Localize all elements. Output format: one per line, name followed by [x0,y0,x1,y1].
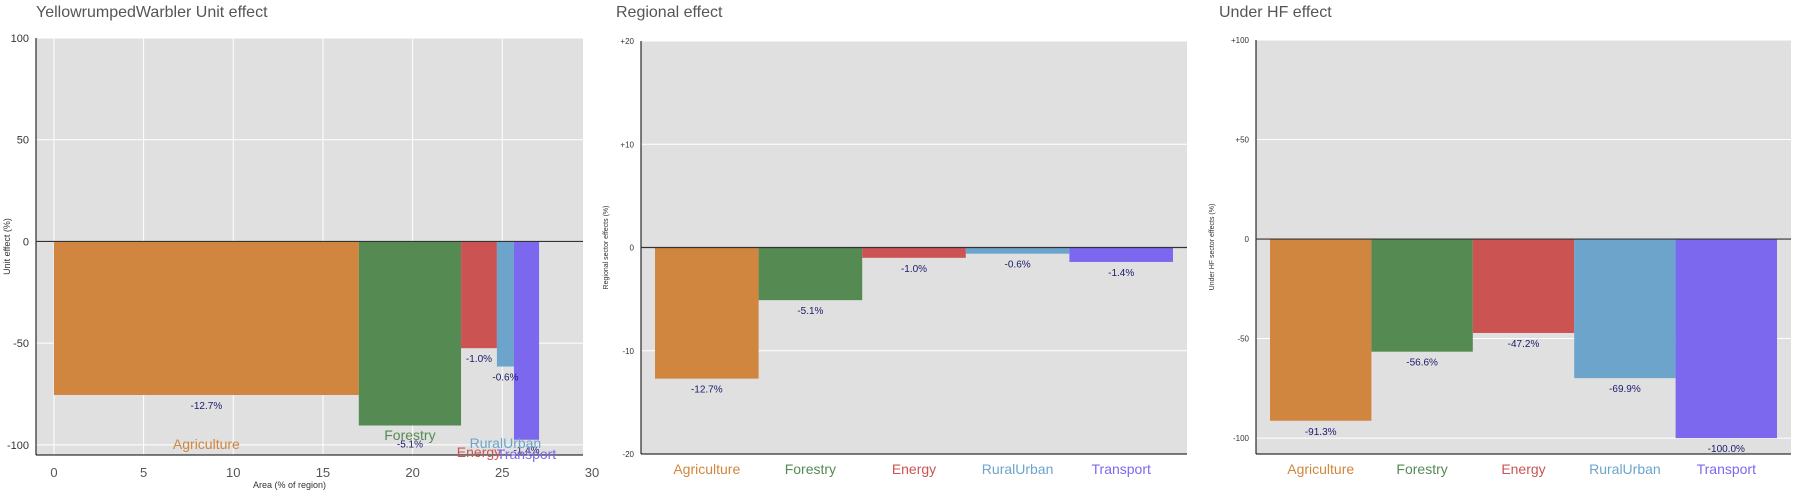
data-label: -47.2% [1508,339,1540,350]
category-label: Energy [1501,461,1545,477]
chart-title: YellowrumpedWarbler Unit effect [36,4,268,21]
x-tick-label: 20 [405,465,419,480]
y-tick-label: -100 [1233,434,1250,443]
y-tick-label: 0 [1245,235,1250,244]
y-tick-label: 50 [17,135,29,147]
data-label: -12.7% [691,385,723,396]
y-axis-title: Unit effect (%) [2,218,12,275]
category-label: RuralUrban [982,461,1054,477]
category-label: Energy [892,461,936,477]
data-label: -100.0% [1708,444,1745,455]
unit-effect-chart: 100 50 0 -50 -100 0 5 10 15 20 25 30 -12.7% -5.1% -1.0… [2,33,599,490]
bar [655,247,759,379]
y-tick-label: +20 [620,37,634,46]
bar [862,247,966,258]
data-label: -91.3% [1305,427,1337,438]
under-hf-effect-chart: +100 +50 0 -50 -100 -91.3% Agriculture -56.6% Fo… [1209,36,1791,477]
regional-effect-panel: Regional effect +20 +10 0 -10 -20 -12.7% Agric… [590,0,1190,500]
regional-effect-chart: +20 +10 0 -10 -20 -12.7% Agriculture -5.1% Fores… [603,37,1187,477]
x-tick-label: 25 [495,465,509,480]
bar [496,241,514,367]
data-label: -1.4% [513,446,539,457]
y-tick-label: -100 [7,440,29,452]
y-tick-label: -10 [622,347,634,356]
bar [1675,239,1777,439]
data-label: -0.6% [492,373,518,384]
category-label: Forestry [384,427,435,443]
data-label: -12.7% [191,401,223,412]
category-label: Forestry [1396,461,1447,477]
bar [358,241,462,426]
category-label: RuralUrban [1589,461,1661,477]
y-tick-label: -50 [1237,335,1249,344]
data-label: -1.0% [466,354,492,365]
x-tick-label: 30 [585,465,599,480]
x-tick-label: 10 [226,465,240,480]
data-label: -1.4% [1108,268,1134,279]
y-axis-title: Under HF sector effects (%) [1209,204,1216,291]
data-label: -0.6% [1005,260,1031,271]
bar [758,247,863,301]
bar [965,247,1070,254]
bar [1270,239,1372,421]
bar [1371,239,1473,352]
y-tick-label: 0 [630,244,635,253]
bar [461,241,497,349]
data-label: -5.1% [397,440,423,451]
y-tick-label: -20 [622,450,634,459]
y-tick-label: +50 [1235,136,1249,145]
data-label: -1.0% [901,264,927,275]
bar [1069,247,1173,262]
y-tick-label: +10 [620,140,634,149]
bar [53,241,359,395]
y-tick-label: +100 [1231,36,1250,45]
x-tick-label: 5 [140,465,147,480]
data-label: -56.6% [1406,358,1438,369]
category-label: Forestry [785,461,836,477]
category-label: Agriculture [673,461,740,477]
category-label: Transport [1092,461,1152,477]
category-label: Transport [497,446,557,462]
under-hf-effect-panel: Under HF effect +100 +50 0 -50 -100 -91.3% Agr… [1190,0,1800,500]
data-label: -69.9% [1609,384,1641,395]
category-label: Energy [457,444,501,460]
bar [513,241,540,440]
category-label: Transport [1697,461,1757,477]
y-tick-label: -50 [13,338,29,350]
bar [1574,239,1676,379]
y-axis-title: Regional sector effects (%) [603,206,610,290]
y-tick-label: 100 [11,33,29,45]
chart-title: Under HF effect [1219,4,1332,21]
x-tick-label: 0 [50,465,57,480]
bar [1472,239,1575,333]
category-label: RuralUrban [470,435,542,451]
x-tick-label: 15 [316,465,330,480]
data-label: -5.1% [797,306,823,317]
unit-effect-panel: YellowrumpedWarbler Unit effect 100 50 0 -5… [0,0,599,500]
chart-title: Regional effect [616,4,723,21]
category-label: Agriculture [173,436,240,452]
y-tick-label: 0 [23,236,29,248]
x-axis-title: Area (% of region) [253,480,326,490]
category-label: Agriculture [1287,461,1354,477]
